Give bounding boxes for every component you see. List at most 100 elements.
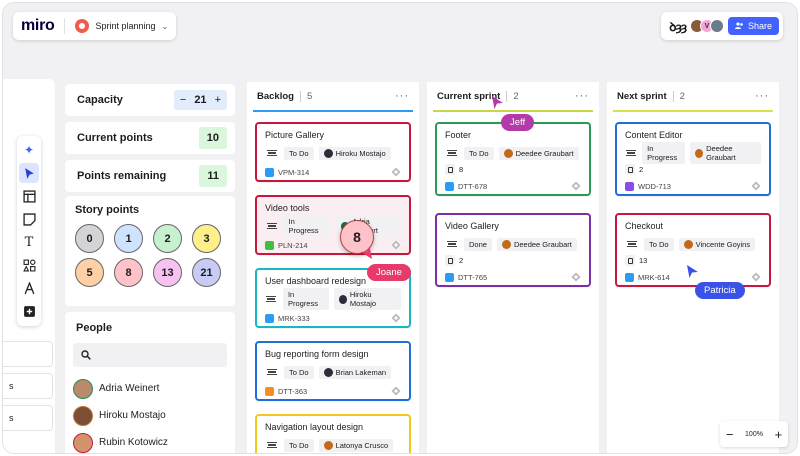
more-options-icon[interactable]: ··· [395,90,409,102]
card-title: Bug reporting form design [265,349,369,359]
sticky-note-icon[interactable] [19,209,39,229]
status-chip[interactable]: To Do [284,365,314,379]
card-title: Navigation layout design [265,422,364,432]
story-point-option[interactable]: 5 [75,258,104,287]
issue-key[interactable]: DTT-363 [278,386,308,396]
select-tool-icon[interactable] [19,163,39,183]
status-chip[interactable]: To Do [284,438,314,452]
story-point-option[interactable]: 1 [114,224,143,253]
capacity-value: 21 [194,94,207,106]
jira-icon [751,272,761,282]
person-item[interactable]: Hiroku Mostajo [73,402,227,429]
column-count: 2 [672,90,685,102]
assignee-chip[interactable]: Hiroku Mostajo [318,146,391,160]
story-point-option[interactable]: 2 [153,224,182,253]
more-options-icon[interactable]: ··· [755,90,769,102]
assignee-chip[interactable]: Vincente Goyins [678,237,756,251]
status-chip[interactable]: Done [464,237,492,251]
status-chip[interactable]: To Do [644,237,674,251]
task-card[interactable]: Video Gallery Done Deedee Graubart 2 DTT-765 [435,213,591,287]
story-point-option[interactable]: 3 [192,224,221,253]
person-item[interactable]: Adria Weinert [73,375,227,402]
add-more-icon[interactable] [19,301,39,321]
miro-logo[interactable]: miro [21,17,55,34]
status-chip[interactable]: To Do [284,146,314,160]
ai-sparkle-icon[interactable]: ✦ [23,143,35,157]
issue-key[interactable]: PLN-214 [278,240,308,250]
assignee-chip[interactable]: Hiroku Mostajo [333,288,401,310]
status-chip[interactable]: In Progress [282,288,329,310]
task-card[interactable]: Content Editor In Progress Deedee Graubart… [615,122,771,196]
task-card[interactable]: Picture Gallery To Do Hiroku Mostajo VPM-31… [255,122,411,182]
issue-type-icon [445,272,454,282]
text-tool-icon[interactable]: T [24,234,34,250]
column-title[interactable]: Next sprint [617,90,667,102]
task-card[interactable]: Video tools In ProgressAdria Weinert PLN-2… [255,195,411,255]
description-icon [625,237,639,251]
story-point-option[interactable]: 8 [114,258,143,287]
story-point-option[interactable]: 21 [192,258,221,287]
left-panel-item[interactable]: s [3,405,53,431]
task-card[interactable]: Checkout To Do Vincente Goyins 13 MRK-614 [615,213,771,287]
column-title[interactable]: Current sprint [437,90,501,102]
pen-tool-icon[interactable] [19,278,39,298]
assignee-chip[interactable]: Deedee Graubart [498,146,579,160]
task-card[interactable]: Navigation layout design To Do Latonya Cru… [255,414,411,453]
increment-button[interactable]: + [214,94,221,106]
assignee-chip[interactable]: Latonya Crusco [318,438,394,452]
column-current-sprint: Current sprint 2 ··· Footer To Do Deedee Grau… [427,82,599,453]
column-title[interactable]: Backlog [257,90,294,102]
zoom-out-button[interactable]: − [725,426,734,442]
task-card[interactable]: Bug reporting form design To Do Brian Lake… [255,341,411,401]
status-chip[interactable]: To Do [464,146,494,160]
left-panel-item[interactable]: s [3,373,53,399]
assignee-chip[interactable]: Brian Lakeman [318,365,392,379]
board-name[interactable]: Sprint planning [95,21,156,31]
status-chip[interactable]: In Progress [283,215,331,237]
collaborator-avatars[interactable]: V [689,19,724,33]
people-search-input[interactable] [73,343,227,367]
issue-key[interactable]: VPM-314 [278,167,310,177]
story-point-option[interactable]: 13 [153,258,182,287]
card-status-row: To Do Deedee Graubart [445,146,581,160]
capacity-stepper[interactable]: − 21 + [173,90,227,110]
column-header: Current sprint 2 ··· [427,82,599,110]
avatar [503,148,513,158]
estimate-value: 8 [459,165,464,174]
avatar [73,378,93,399]
zoom-in-button[interactable]: + [774,426,783,442]
issue-key[interactable]: WDD-713 [638,181,671,191]
issue-type-icon [265,240,274,250]
person-name: Adria Weinert [99,383,160,394]
issue-key[interactable]: DTT-765 [458,272,488,282]
avatar [338,294,347,304]
assignee-chip[interactable]: Deedee Graubart [690,142,762,164]
templates-icon[interactable] [19,186,39,206]
share-button[interactable]: Share [727,17,779,35]
description-icon [445,237,459,251]
assignee-chip[interactable]: Deedee Graubart [496,237,577,251]
more-options-icon[interactable]: ··· [575,90,589,102]
share-label: Share [747,21,772,31]
decrement-button[interactable]: − [179,94,187,106]
shapes-icon[interactable] [19,255,39,275]
issue-key[interactable]: DTT-678 [458,181,488,191]
avatar[interactable] [709,19,724,33]
description-icon [445,146,459,160]
issue-key[interactable]: MRK-333 [278,313,310,323]
estimate-icon [445,164,455,175]
task-card[interactable]: User dashboard redesign In Progress Hiroku… [255,268,411,328]
chevron-down-icon[interactable]: ⌄ [161,21,169,31]
person-item[interactable]: Rubin Kotowicz [73,429,227,453]
left-panel-item[interactable] [3,341,53,367]
jira-icon [571,181,581,191]
task-card[interactable]: Footer To Do Deedee Graubart 8 DTT-678 [435,122,591,196]
description-icon [265,292,278,306]
status-chip[interactable]: In Progress [642,142,686,164]
reactions-icon[interactable]: ꝺȝȝ [669,19,687,34]
story-point-option[interactable]: 0 [75,224,104,253]
issue-key[interactable]: MRK-614 [638,272,670,282]
zoom-level[interactable]: 100% [745,430,763,438]
story-point-sticker[interactable]: 8 [340,220,374,254]
